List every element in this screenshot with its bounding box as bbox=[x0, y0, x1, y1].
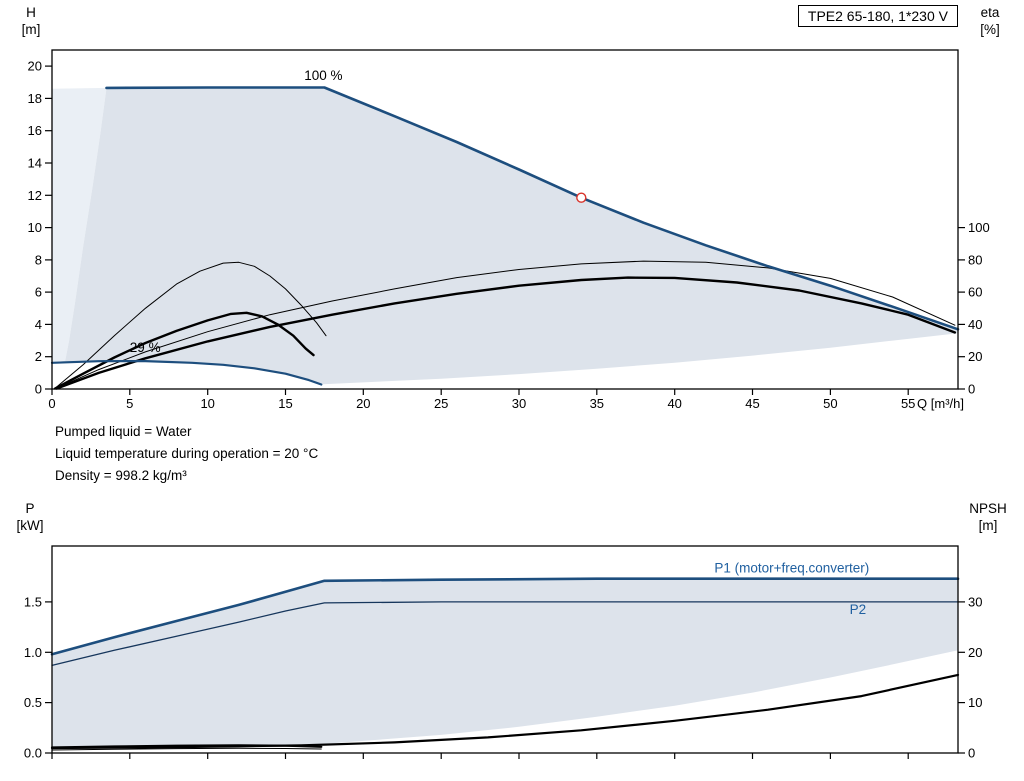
min-flow-region bbox=[52, 87, 107, 362]
svg-text:20: 20 bbox=[356, 396, 370, 411]
eta-axis-unit: [%] bbox=[980, 22, 1000, 37]
svg-text:25: 25 bbox=[434, 396, 448, 411]
svg-text:60: 60 bbox=[968, 285, 982, 300]
svg-text:15: 15 bbox=[278, 396, 292, 411]
svg-text:0: 0 bbox=[35, 382, 42, 397]
operating-envelope bbox=[52, 87, 958, 385]
eta-axis-symbol: eta bbox=[980, 5, 1000, 20]
svg-text:5: 5 bbox=[126, 396, 133, 411]
svg-text:0: 0 bbox=[968, 382, 975, 397]
power-axis-symbol: P bbox=[25, 501, 35, 516]
p1-curve bbox=[50, 577, 960, 656]
svg-text:18: 18 bbox=[28, 91, 42, 106]
efficiency-curve-low-thick bbox=[53, 311, 315, 390]
svg-text:10: 10 bbox=[28, 220, 42, 235]
svg-text:50: 50 bbox=[823, 396, 837, 411]
svg-text:Q [m³/h]: Q [m³/h] bbox=[917, 396, 964, 411]
svg-text:1.5: 1.5 bbox=[24, 594, 42, 609]
info-line-density: Density = 998.2 kg/m³ bbox=[55, 468, 187, 483]
p1-label: P1 (motor+freq.converter) bbox=[714, 561, 869, 576]
pump-model-title: TPE2 65-180, 1*230 V bbox=[797, 5, 958, 27]
svg-text:0.0: 0.0 bbox=[24, 746, 42, 761]
duty-point bbox=[576, 192, 587, 203]
power-axis-label: P [kW] bbox=[8, 500, 52, 534]
info-line-liquid: Pumped liquid = Water bbox=[55, 424, 192, 439]
label-100pct: 100 % bbox=[304, 68, 342, 83]
svg-text:35: 35 bbox=[590, 396, 604, 411]
svg-text:100: 100 bbox=[968, 220, 990, 235]
liquid-info: Pumped liquid = Water Liquid temperature… bbox=[55, 421, 318, 487]
p-low-speed-thin bbox=[51, 747, 322, 751]
info-line-temperature: Liquid temperature during operation = 20… bbox=[55, 446, 319, 461]
npsh-axis-symbol: NPSH bbox=[969, 501, 1007, 516]
power-envelope bbox=[52, 578, 958, 748]
efficiency-curve-pump-thin bbox=[56, 260, 956, 389]
eta-axis-label: eta [%] bbox=[968, 4, 1012, 38]
head-axis-unit: [m] bbox=[21, 22, 41, 37]
svg-text:45: 45 bbox=[745, 396, 759, 411]
svg-text:12: 12 bbox=[28, 188, 42, 203]
power-npsh-chart-frame bbox=[51, 545, 959, 754]
pump-curve-29pct bbox=[50, 360, 323, 386]
svg-text:2: 2 bbox=[35, 349, 42, 364]
efficiency-curve-pump-motor bbox=[55, 276, 957, 390]
svg-text:40: 40 bbox=[968, 317, 982, 332]
svg-text:30: 30 bbox=[968, 594, 982, 609]
svg-text:40: 40 bbox=[667, 396, 681, 411]
svg-text:10: 10 bbox=[200, 396, 214, 411]
label-29pct: 29 % bbox=[130, 340, 161, 355]
svg-text:0: 0 bbox=[968, 746, 975, 761]
svg-text:6: 6 bbox=[35, 285, 42, 300]
head-axis-symbol: H bbox=[26, 5, 36, 20]
svg-text:0: 0 bbox=[48, 396, 55, 411]
head-axis-label: H [m] bbox=[14, 4, 48, 38]
svg-text:16: 16 bbox=[28, 123, 42, 138]
power-axis-unit: [kW] bbox=[16, 518, 44, 533]
svg-text:8: 8 bbox=[35, 252, 42, 267]
svg-text:55: 55 bbox=[901, 396, 915, 411]
svg-text:4: 4 bbox=[35, 317, 42, 332]
svg-text:30: 30 bbox=[512, 396, 526, 411]
head-efficiency-chart: 100 %29 %0 5 10 15 20 25 30 35 40 45 50 55 Q [m³/h]0… bbox=[28, 49, 990, 411]
svg-text:20: 20 bbox=[28, 59, 42, 74]
svg-text:20: 20 bbox=[968, 349, 982, 364]
svg-text:0.5: 0.5 bbox=[24, 695, 42, 710]
svg-text:10: 10 bbox=[968, 695, 982, 710]
p2-label: P2 bbox=[850, 602, 867, 617]
npsh-axis-label: NPSH [m] bbox=[960, 500, 1016, 534]
npsh-curve bbox=[50, 673, 960, 750]
svg-text:14: 14 bbox=[28, 156, 42, 171]
efficiency-curve-low-thin bbox=[54, 261, 327, 389]
svg-text:80: 80 bbox=[968, 252, 982, 267]
head-efficiency-chart-ticks: 0 5 10 15 20 25 30 35 40 45 50 55 Q [m³/h] 0 2 4 6 8 10 12 1… bbox=[28, 59, 990, 411]
svg-text:1.0: 1.0 bbox=[24, 645, 42, 660]
p2-curve bbox=[51, 601, 959, 667]
power-npsh-chart: P1 (motor+freq.converter)P20.00.51.01.50… bbox=[24, 545, 983, 761]
svg-text:20: 20 bbox=[968, 645, 982, 660]
power-npsh-chart-ticks: 0.0 0.5 1.0 1.5 0 10 20 30 bbox=[24, 594, 983, 760]
head-efficiency-chart-frame bbox=[51, 49, 959, 390]
npsh-axis-unit: [m] bbox=[978, 518, 998, 533]
